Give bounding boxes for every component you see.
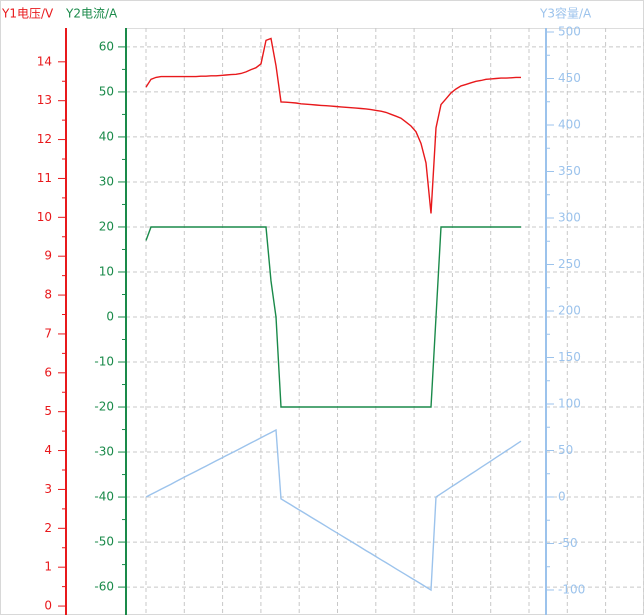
y2-tick-label: 60: [99, 39, 114, 53]
y3-tick-label: -100: [558, 582, 585, 596]
y2-tick-label: -40: [94, 490, 114, 504]
y-tick-label: 4: [44, 443, 52, 457]
y2-tick-label: 30: [99, 174, 114, 188]
y3-tick-label: 450: [558, 71, 581, 85]
series-line: [145, 37, 521, 214]
y3-tick-label: 100: [558, 396, 581, 410]
y3-tick-label: 200: [558, 303, 581, 317]
y2-tick-label: -20: [94, 400, 114, 414]
y3-tick-label: 50: [558, 443, 573, 457]
y-tick-label: 0: [44, 599, 52, 613]
y2-tick-label: -30: [94, 445, 114, 459]
y-tick-label: 6: [44, 365, 52, 379]
y3-tick-label: 300: [558, 210, 581, 224]
series-line: [145, 226, 521, 408]
y3-tick-label: -50: [558, 536, 578, 550]
y3-axis-title: Y3容量/A: [539, 6, 592, 21]
series-line: [145, 428, 522, 592]
y3-tick-label: 400: [558, 117, 581, 131]
y3-tick-label: 500: [558, 24, 581, 38]
y-tick-label: 10: [37, 210, 52, 224]
y-axis-title: Y1电压/V: [1, 7, 54, 21]
y3-tick-label: 250: [558, 257, 581, 271]
y2-axis-title: Y2电流/A: [65, 7, 118, 21]
y-tick-label: 2: [44, 521, 52, 535]
y2-tick-label: 40: [99, 129, 114, 143]
y-tick-label: 13: [37, 93, 52, 107]
y3-tick-label: 150: [558, 350, 581, 364]
y2-tick-label: 20: [99, 219, 114, 233]
y2-tick-label: -10: [94, 355, 114, 369]
y2-tick-label: 10: [99, 264, 114, 278]
y-tick-label: 1: [44, 560, 52, 574]
y2-tick-label: 50: [99, 84, 114, 98]
y-tick-label: 5: [44, 404, 52, 418]
y-tick-label: 8: [44, 288, 52, 302]
y-tick-label: 7: [44, 326, 52, 340]
y2-tick-label: 0: [106, 309, 114, 323]
y-tick-label: 9: [44, 249, 52, 263]
y3-tick-label: 0: [558, 489, 566, 503]
y-tick-label: 12: [37, 132, 52, 146]
y3-tick-label: 350: [558, 164, 581, 178]
y-tick-label: 14: [37, 54, 52, 68]
y-tick-label: 3: [44, 482, 52, 496]
y2-tick-label: -50: [94, 535, 114, 549]
y-tick-label: 11: [37, 171, 52, 185]
y2-tick-label: -60: [94, 580, 114, 594]
